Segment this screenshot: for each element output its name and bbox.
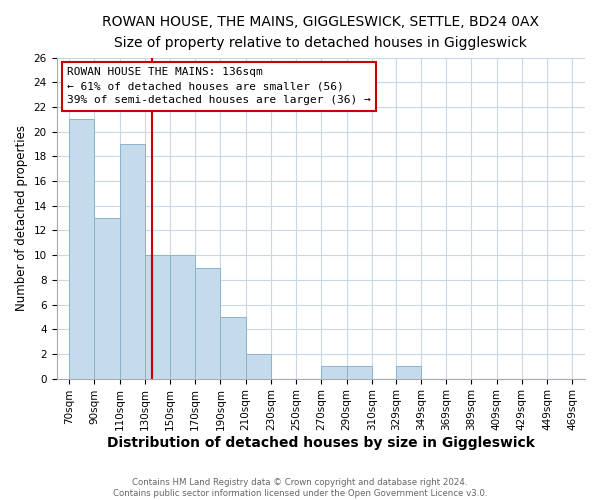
- Bar: [322, 366, 347, 378]
- Bar: [195, 268, 220, 378]
- Bar: [119, 144, 145, 378]
- Text: Contains HM Land Registry data © Crown copyright and database right 2024.
Contai: Contains HM Land Registry data © Crown c…: [113, 478, 487, 498]
- Bar: [220, 317, 246, 378]
- Bar: [246, 354, 271, 378]
- Bar: [145, 255, 170, 378]
- Bar: [170, 255, 195, 378]
- Y-axis label: Number of detached properties: Number of detached properties: [15, 125, 28, 311]
- Text: ROWAN HOUSE THE MAINS: 136sqm
← 61% of detached houses are smaller (56)
39% of s: ROWAN HOUSE THE MAINS: 136sqm ← 61% of d…: [67, 68, 371, 106]
- Bar: [396, 366, 421, 378]
- Bar: [94, 218, 119, 378]
- Bar: [69, 120, 94, 378]
- X-axis label: Distribution of detached houses by size in Giggleswick: Distribution of detached houses by size …: [107, 436, 535, 450]
- Title: ROWAN HOUSE, THE MAINS, GIGGLESWICK, SETTLE, BD24 0AX
Size of property relative : ROWAN HOUSE, THE MAINS, GIGGLESWICK, SET…: [102, 15, 539, 50]
- Bar: [347, 366, 372, 378]
